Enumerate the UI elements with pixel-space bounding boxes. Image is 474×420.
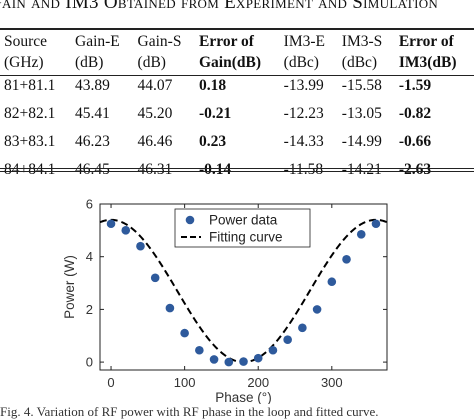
gain-e-cell: 45.41: [75, 105, 110, 122]
header-cell: Source: [4, 33, 48, 50]
y-tick-label: 4: [86, 249, 93, 264]
header-unit: (dBc): [341, 54, 378, 71]
im3-s-cell: -14.99: [341, 133, 382, 150]
table-bottom-rule: [0, 171, 474, 172]
table-header-row-1: Source Gain-E Gain-S Error of IM3-E IM3-…: [0, 31, 474, 52]
power-data-point: [253, 353, 263, 363]
table-row: 83+83.1 46.23 46.46 0.23 -14.33 -14.99 -…: [0, 129, 474, 157]
gain-error-cell: -0.14: [199, 161, 232, 178]
plot-frame: [99, 203, 388, 371]
gain-error-cell: 0.18: [199, 77, 227, 94]
source-cell: 83+83.1: [4, 133, 56, 150]
power-data-point: [180, 328, 189, 338]
x-tick-label: 0: [107, 375, 114, 390]
y-tick-label: 6: [86, 197, 93, 212]
source-cell: 81+81.1: [4, 77, 56, 94]
im3-error-cell: -2.63: [398, 161, 432, 178]
table-mid-rule: [0, 75, 474, 76]
chart-plot: 0 100 200 300 0 2 4 6 Phase (°) Power (W) Power da…: [62, 197, 388, 404]
power-data-point: [106, 219, 116, 229]
legend-label-power-data: Power data: [209, 213, 278, 228]
power-data-point: [327, 277, 337, 287]
power-data-point: [356, 230, 366, 239]
legend-label-fitting-curve: Fitting curve: [209, 230, 283, 245]
x-tick-label: 300: [321, 375, 343, 390]
source-cell: 82+82.1: [4, 105, 56, 122]
gain-s-cell: 44.07: [137, 77, 173, 94]
source-cell: 84+84.1: [4, 161, 56, 178]
im3-error-cell: -0.66: [398, 133, 432, 150]
y-tick-label: 0: [86, 355, 93, 370]
header-unit: (dBc): [283, 54, 319, 71]
header-unit: Gain(dB): [199, 54, 262, 71]
header-unit: (dB): [137, 54, 166, 71]
y-tick-label: 2: [86, 302, 93, 317]
im3-e-cell: -12.23: [283, 105, 324, 122]
header-cell: Gain-E: [75, 33, 120, 50]
header-unit: IM3(dB): [398, 54, 457, 71]
power-data-point: [283, 335, 292, 344]
power-data-point: [298, 323, 307, 333]
header-cell: IM3-S: [341, 33, 383, 50]
header-cell: Error of: [199, 33, 254, 50]
x-tick-label: 100: [174, 375, 196, 390]
header-cell: IM3-E: [283, 33, 325, 50]
gain-error-cell: -0.21: [199, 105, 232, 122]
x-axis-label: Phase (°): [215, 390, 271, 404]
power-data-point: [136, 241, 145, 251]
header-cell: Gain-S: [137, 33, 182, 50]
results-table: Source Gain-E Gain-S Error of IM3-E IM3-…: [0, 31, 474, 185]
legend-box: [174, 208, 311, 248]
x-tick-label: 200: [247, 375, 269, 390]
gain-e-cell: 43.89: [75, 77, 110, 94]
table-row: 81+81.1 43.89 44.07 0.18 -13.99 -15.58 -…: [0, 73, 474, 101]
gain-s-cell: 46.46: [137, 133, 173, 150]
power-data-point: [224, 357, 234, 367]
power-data-point: [268, 345, 278, 355]
gain-e-cell: 46.23: [75, 133, 110, 150]
header-cell: Error of: [398, 33, 454, 50]
table-bottom-rule: [0, 168, 474, 169]
power-data-point: [195, 345, 204, 355]
y-axis-label: Power (W): [62, 255, 77, 319]
im3-s-cell: -13.05: [341, 105, 382, 122]
table-top-rule: [0, 28, 474, 30]
header-unit: (dB): [75, 54, 104, 71]
table-row: 82+82.1 45.41 45.20 -0.21 -12.23 -13.05 …: [0, 101, 474, 129]
table-row: 84+84.1 46.45 46.31 -0.14 -11.58 -14.21 …: [0, 157, 474, 185]
power-data-point: [150, 273, 160, 283]
power-data-point: [312, 305, 322, 314]
power-data-point: [209, 355, 219, 364]
im3-e-cell: -13.99: [283, 77, 324, 94]
power-data-point: [121, 226, 131, 235]
im3-error-cell: -1.59: [398, 77, 432, 94]
power-data-point: [239, 357, 248, 366]
gain-s-cell: 46.31: [137, 161, 173, 178]
im3-s-cell: -15.58: [341, 77, 382, 94]
im3-s-cell: -14.21: [341, 161, 382, 178]
header-unit: (GHz): [4, 54, 44, 71]
im3-error-cell: -0.82: [398, 105, 432, 122]
power-data-point: [165, 303, 175, 313]
power-data-point: [371, 219, 381, 229]
gain-e-cell: 46.45: [75, 161, 110, 178]
table-header-row-2: (GHz) (dB) (dB) Gain(dB) (dBc) (dBc) IM3…: [0, 52, 474, 73]
table-caption: Gain and IM3 Obtained from Experiment an…: [0, 0, 439, 13]
legend-marker-power-data: [185, 215, 195, 225]
gain-error-cell: 0.23: [199, 133, 227, 150]
im3-e-cell: -11.58: [283, 161, 324, 178]
power-data-point: [342, 255, 351, 264]
figure-caption: Fig. 4. Variation of RF power with RF ph…: [0, 404, 379, 419]
power-phase-chart: 0 100 200 300 0 2 4 6 Phase (°) Power (W) Power da…: [62, 197, 388, 404]
gain-s-cell: 45.20: [137, 105, 173, 122]
im3-e-cell: -14.33: [283, 133, 324, 150]
